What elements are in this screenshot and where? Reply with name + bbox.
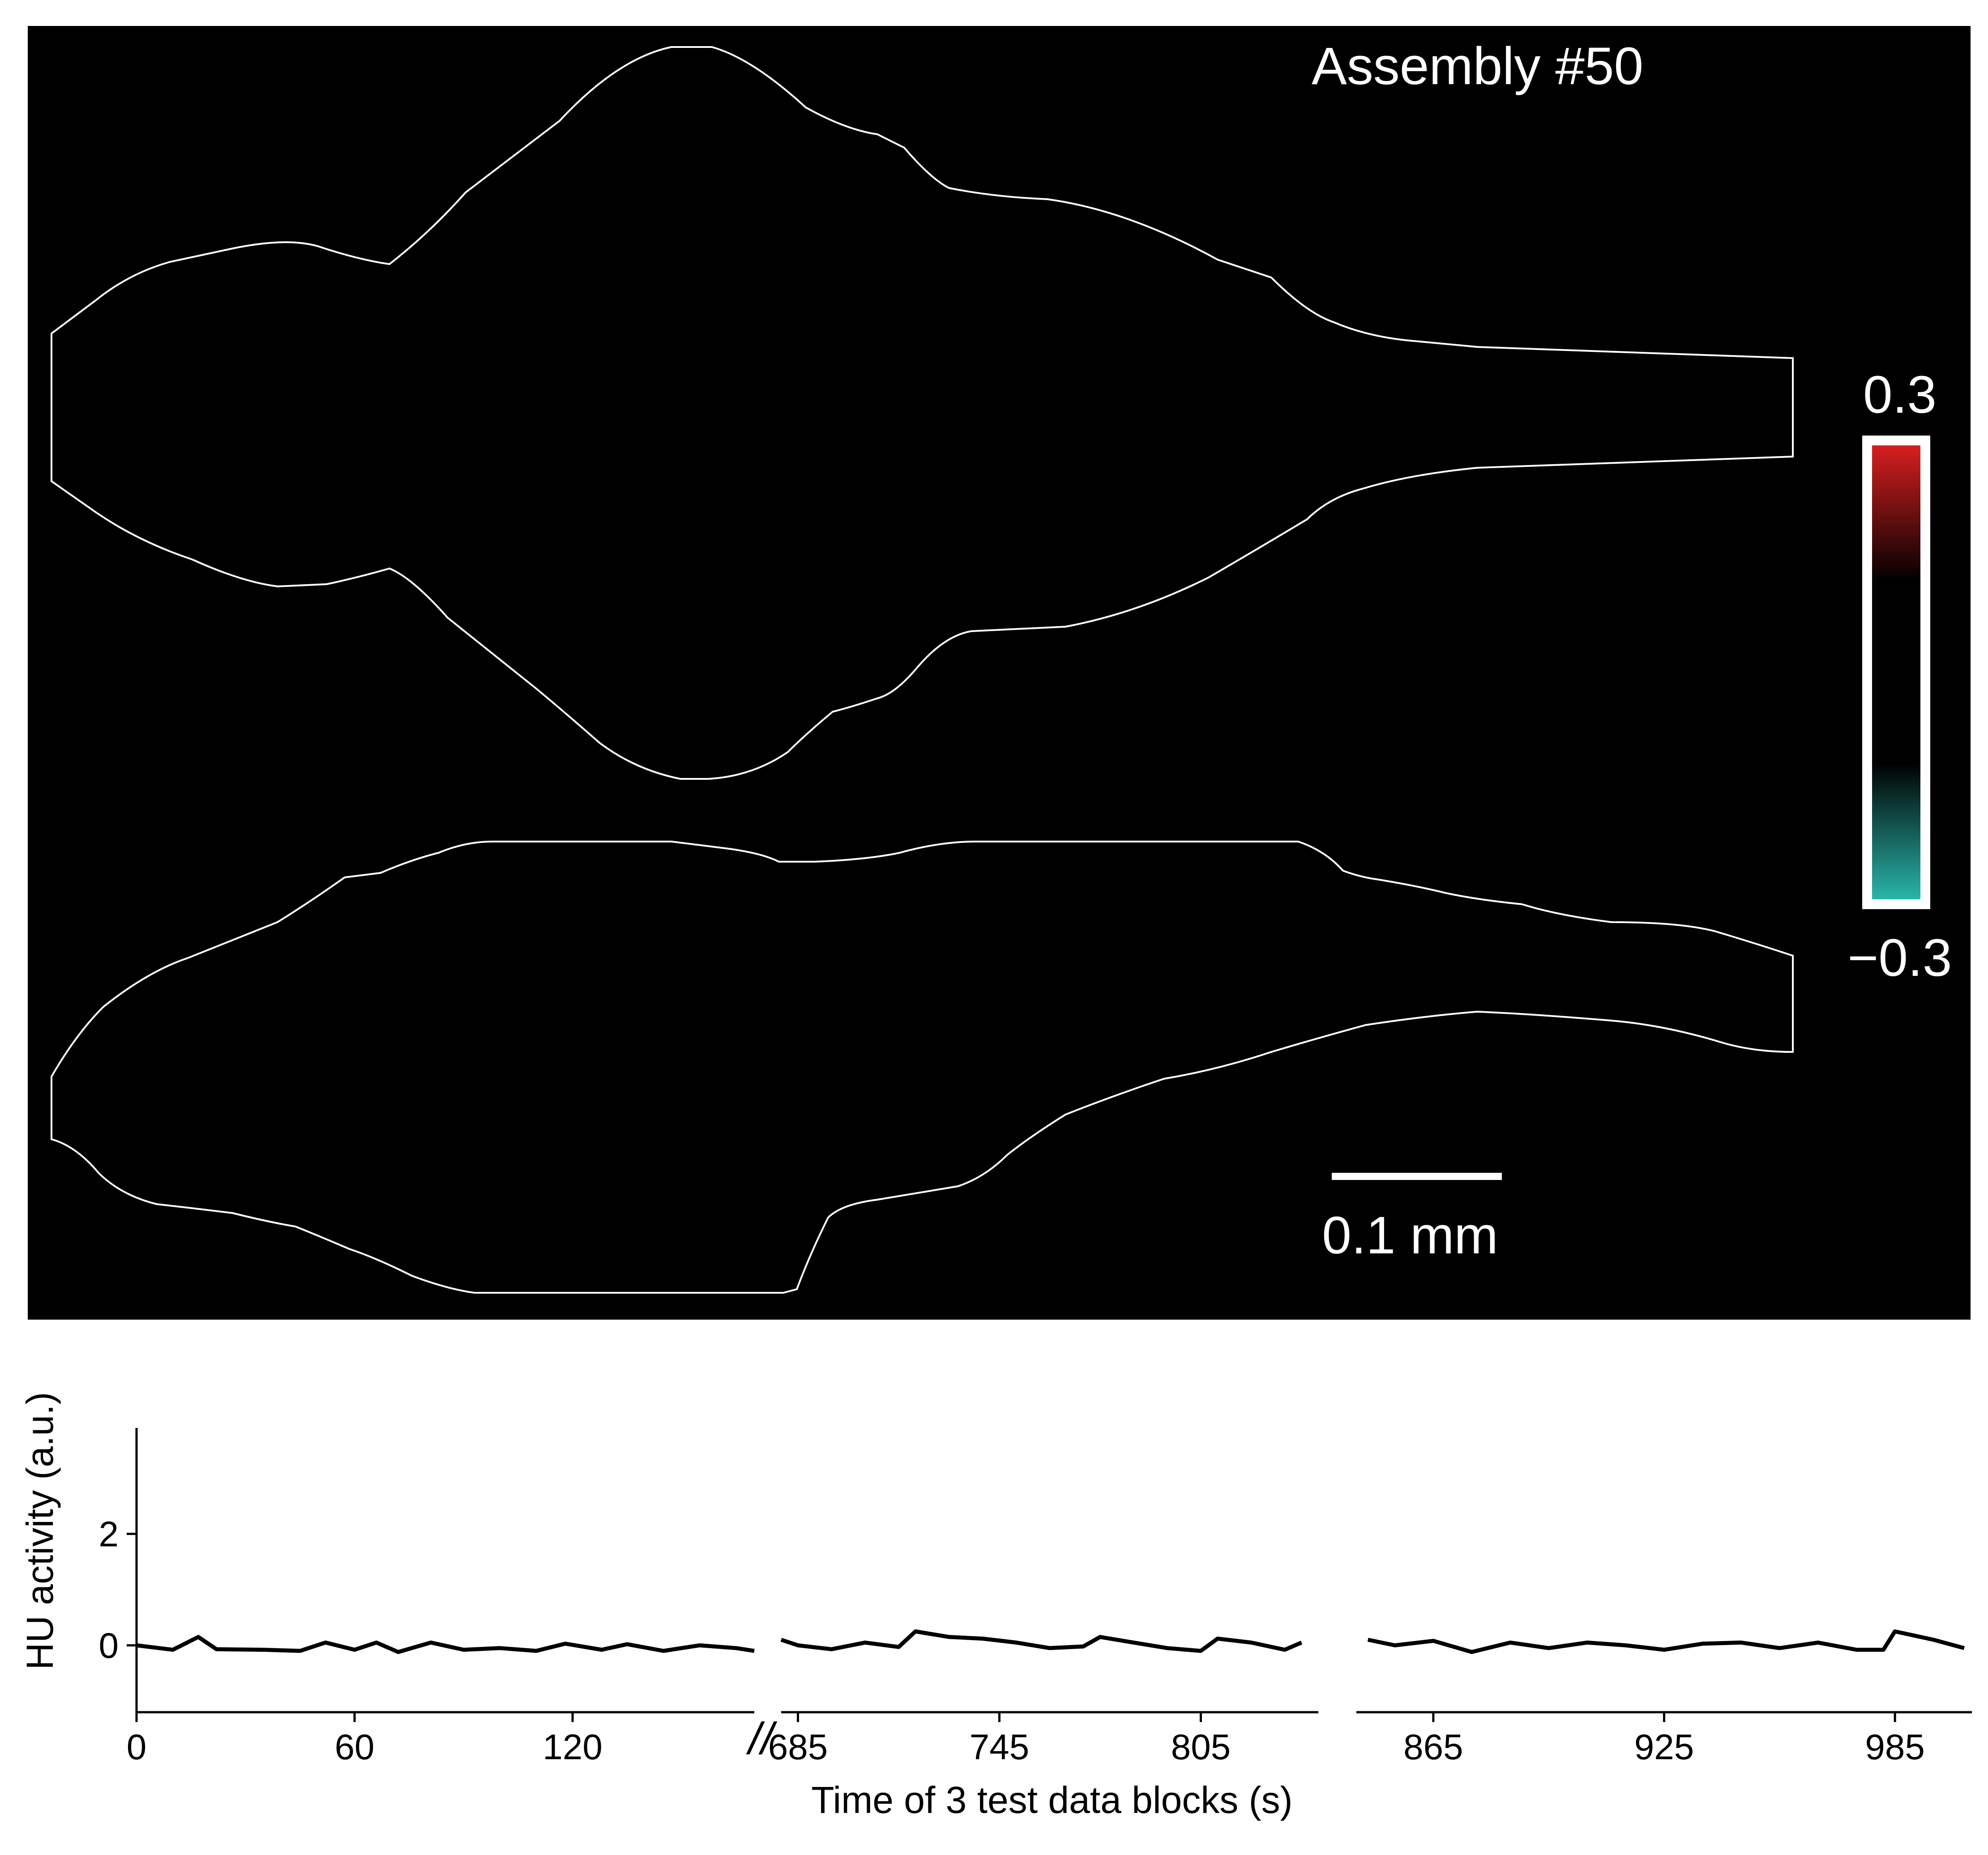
x-tick-label: 745 (970, 1727, 1029, 1767)
activity-chart: 0 2 0 60 120 685 745 805 865 925 985 HU activity (… (19, 1392, 1972, 1821)
assembly-title: Assembly #50 (1312, 37, 1643, 96)
colorbar-max-label: 0.3 (1863, 365, 1937, 424)
x-tick-label: 805 (1171, 1727, 1231, 1767)
chart-ticks: 0 2 0 60 120 685 745 805 865 925 985 (99, 1514, 1925, 1767)
x-tick-label: 985 (1865, 1727, 1924, 1767)
activity-trace-block-2 (780, 1629, 1303, 1653)
dorsal-brain-outline (51, 46, 1794, 780)
axis-break-mark: // (746, 1714, 778, 1764)
colorbar (1872, 445, 1920, 899)
scale-bar (1332, 1173, 1502, 1180)
y-axis-label: HU activity (a.u.) (19, 1392, 61, 1670)
lateral-brain-outline (51, 841, 1794, 1294)
y-tick-label: 2 (99, 1514, 119, 1554)
x-tick-label: 865 (1403, 1727, 1463, 1767)
brain-panel: Assembly #50 0.3 −0.3 0.1 mm (28, 26, 1971, 1320)
x-tick-label: 60 (335, 1727, 375, 1767)
x-tick-label: 925 (1634, 1727, 1694, 1767)
brain-panel-background (28, 26, 1971, 1320)
activity-trace-block-1 (136, 1635, 755, 1654)
x-tick-label: 685 (768, 1727, 828, 1767)
chart-axes (135, 1428, 1972, 1714)
chart-traces (136, 1629, 1965, 1654)
x-tick-label: 0 (127, 1727, 147, 1767)
y-tick-label: 0 (99, 1626, 119, 1666)
x-axis-label: Time of 3 test data blocks (s) (811, 1779, 1292, 1821)
colorbar-min-label: −0.3 (1848, 928, 1952, 987)
x-tick-label: 120 (543, 1727, 602, 1767)
scale-bar-label: 0.1 mm (1322, 1206, 1498, 1265)
activity-trace-block-3 (1367, 1629, 1965, 1654)
